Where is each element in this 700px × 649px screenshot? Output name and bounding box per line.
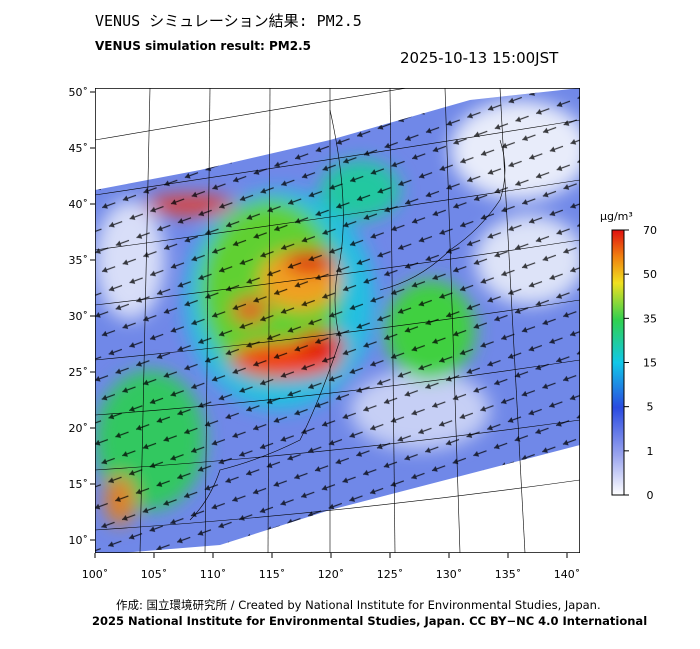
- lon-label: 100˚: [82, 568, 109, 581]
- colorbar-label: 50: [643, 268, 657, 281]
- lat-label: 25˚: [69, 366, 89, 379]
- lat-label: 50˚: [69, 86, 89, 99]
- lat-label: 15˚: [69, 478, 89, 491]
- lon-label: 125˚: [377, 568, 404, 581]
- title-en: VENUS simulation result: PM2.5: [95, 39, 311, 53]
- license: 2025 National Institute for Environmenta…: [92, 614, 647, 628]
- colorbar-unit: μg/m³: [600, 210, 633, 223]
- lon-label: 140˚: [554, 568, 581, 581]
- lon-label: 120˚: [318, 568, 345, 581]
- colorbar-label: 35: [643, 312, 657, 325]
- lat-label: 35˚: [69, 254, 89, 267]
- lon-label: 130˚: [436, 568, 463, 581]
- datetime: 2025-10-13 15:00JST: [400, 49, 559, 67]
- lon-label: 105˚: [141, 568, 168, 581]
- lat-label: 45˚: [69, 142, 89, 155]
- map-area: [95, 88, 580, 553]
- lon-label: 110˚: [200, 568, 227, 581]
- colorbar-label: 5: [647, 401, 654, 414]
- colorbar-label: 15: [643, 357, 657, 370]
- lon-label: 135˚: [495, 568, 522, 581]
- lon-label: 115˚: [259, 568, 286, 581]
- colorbar-label: 1: [647, 445, 654, 458]
- title-jp: VENUS シミュレーション結果: PM2.5: [95, 12, 362, 30]
- lat-label: 10˚: [69, 534, 89, 547]
- lat-label: 30˚: [69, 310, 89, 323]
- colorbar-label: 0: [647, 489, 654, 502]
- lat-label: 40˚: [69, 198, 89, 211]
- colorbar-label: 70: [643, 224, 657, 237]
- credit: 作成: 国立環境研究所 / Created by National Instit…: [116, 598, 601, 612]
- colorbar: [611, 229, 625, 496]
- lat-label: 20˚: [69, 422, 89, 435]
